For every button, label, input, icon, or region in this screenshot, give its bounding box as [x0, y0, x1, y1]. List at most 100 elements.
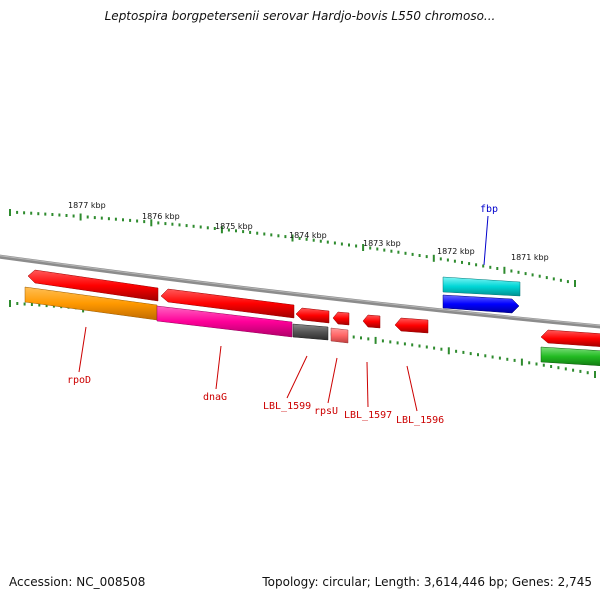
upper-scale-tick — [37, 212, 40, 216]
lower-scale-tick — [594, 371, 596, 378]
lower-scale-tick — [367, 337, 370, 341]
upper-scale-tick — [503, 266, 506, 274]
upper-scale-tick — [439, 257, 442, 261]
upper-scale-tick — [404, 251, 407, 255]
label-LBL_1599[interactable]: LBL_1599 — [263, 401, 311, 412]
upper-scale-tick — [213, 227, 216, 230]
upper-scale-tick — [100, 216, 103, 220]
leader-rpsU — [327, 357, 338, 404]
upper-scale-tick — [9, 209, 11, 216]
lower-scale-tick — [564, 367, 567, 371]
label-rpsU[interactable]: rpsU — [314, 406, 338, 417]
upper-scale-tick — [249, 230, 252, 234]
leader-LBL_1596 — [406, 365, 418, 412]
lower-scale-tick — [23, 302, 26, 306]
scale-label-1875: 1875 kbp — [215, 222, 253, 231]
upper-scale-tick — [333, 241, 336, 245]
gene-rpoD[interactable] — [27, 269, 159, 302]
upper-scale-tick — [545, 276, 548, 280]
feature-pink-block[interactable] — [330, 327, 349, 344]
feature-magenta-block[interactable] — [156, 305, 293, 338]
upper-scale-tick — [468, 262, 471, 266]
upper-scale-tick — [461, 260, 463, 264]
leader-LBL_1597 — [366, 361, 369, 408]
upper-scale-tick — [227, 228, 230, 232]
upper-scale-tick — [86, 215, 89, 219]
upper-scale-tick — [574, 280, 576, 287]
lower-scale-tick — [389, 340, 392, 344]
gene-fbp-cyan[interactable] — [442, 276, 521, 297]
gene-LBL_1599[interactable] — [295, 307, 330, 324]
feature-green-block[interactable] — [540, 346, 600, 366]
map-title: Leptospira borgpetersenii serovar Hardjo… — [104, 9, 496, 23]
upper-scale-tick — [559, 278, 562, 282]
lower-scale-tick — [16, 302, 19, 305]
gene-rpsU[interactable] — [332, 311, 350, 326]
upper-scale-tick — [143, 220, 146, 224]
upper-scale-tick — [72, 214, 75, 218]
accession-text: Accession: NC_008508 — [9, 575, 146, 589]
lower-scale-tick — [498, 356, 501, 360]
upper-scale-tick — [538, 274, 541, 278]
upper-scale-tick — [291, 234, 294, 242]
lower-scale-tick — [38, 303, 41, 307]
gene-fbp-blue[interactable] — [442, 294, 520, 314]
upper-scale-tick — [312, 238, 315, 242]
upper-scale-tick — [192, 224, 195, 228]
feature-gray-block[interactable] — [292, 323, 329, 341]
upper-scale-tick — [220, 226, 223, 234]
label-LBL_1597[interactable]: LBL_1597 — [344, 410, 392, 421]
upper-scale-tick — [432, 254, 435, 262]
scale-label-1871: 1871 kbp — [511, 253, 549, 262]
lower-scale-tick — [469, 352, 472, 356]
lower-scale-tick — [477, 353, 479, 357]
upper-scale-tick — [552, 277, 555, 281]
label-LBL_1596[interactable]: LBL_1596 — [396, 415, 444, 426]
upper-scale-tick — [51, 213, 54, 216]
scale-label-1873: 1873 kbp — [363, 239, 401, 248]
lower-scale-tick — [381, 339, 384, 343]
upper-scale-tick — [185, 224, 188, 228]
upper-scale-tick — [340, 242, 343, 246]
upper-scale-tick — [171, 222, 174, 226]
lower-scale-tick — [462, 350, 465, 354]
lower-scale-tick — [550, 365, 553, 368]
label-fbp[interactable]: fbp — [480, 204, 498, 215]
leader-dnaG — [215, 345, 222, 390]
upper-scale-tick — [496, 267, 499, 270]
lower-scale-tick — [425, 345, 428, 349]
upper-scale-tick — [355, 244, 358, 248]
scale-label-1874: 1874 kbp — [289, 231, 327, 240]
upper-scale-tick — [369, 246, 372, 250]
lower-scale-tick — [9, 300, 11, 307]
upper-scale-tick — [566, 280, 569, 284]
label-dnaG[interactable]: dnaG — [203, 392, 227, 403]
upper-scale-tick — [319, 239, 322, 243]
lower-scale-tick — [403, 342, 406, 346]
gene-dnaG[interactable] — [160, 288, 295, 319]
upper-scale-tick — [157, 221, 160, 225]
gene-LBL_1596[interactable] — [394, 317, 429, 334]
upper-scale-tick — [489, 265, 492, 269]
gene-LBL_1597[interactable] — [362, 314, 381, 329]
upper-scale-tick — [453, 259, 456, 263]
upper-scale-tick — [348, 243, 350, 247]
lower-scale-tick — [528, 361, 531, 365]
upper-scale-tick — [326, 240, 329, 244]
lower-scale-tick — [491, 355, 494, 359]
upper-scale-tick — [284, 235, 287, 239]
scale-ticks-upper — [9, 209, 576, 287]
lower-scale-tick — [360, 336, 362, 340]
leader-fbp — [483, 215, 489, 266]
gene-right-red[interactable] — [540, 329, 600, 347]
scale-label-1877: 1877 kbp — [68, 201, 106, 210]
upper-scale-tick — [446, 258, 449, 262]
chromosome-backbone — [0, 254, 600, 329]
lower-scale-tick — [418, 344, 421, 348]
lower-scale-tick — [520, 358, 523, 366]
upper-scale-tick — [107, 217, 110, 221]
upper-scale-tick — [256, 231, 259, 235]
label-rpoD[interactable]: rpoD — [67, 375, 91, 386]
